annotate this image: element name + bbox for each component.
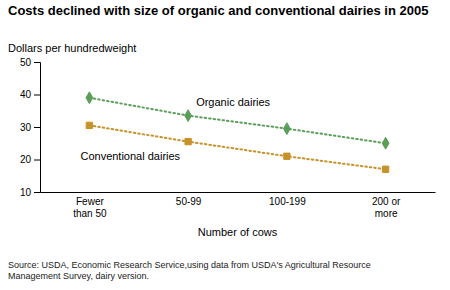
point-marker <box>86 92 93 104</box>
y-tick: 20 <box>20 154 40 165</box>
y-tick: 40 <box>20 89 40 100</box>
x-axis-label: Number of cows <box>198 226 278 238</box>
y-tick-label: 30 <box>20 122 32 133</box>
y-tick-label: 10 <box>20 187 32 198</box>
y-tick-label: 50 <box>20 57 32 68</box>
x-axis: Fewerthan 50 50-99 100-199 200 ormore <box>41 193 436 219</box>
point-marker <box>382 166 388 172</box>
point-marker <box>283 123 290 135</box>
y-axis-line <box>34 63 41 193</box>
title: Costs declined with size of organic and … <box>8 3 428 18</box>
x-tick-label: Fewerthan 50 <box>73 196 107 219</box>
x-tick: 200 ormore <box>372 196 401 219</box>
chart: Costs declined with size of organic and … <box>0 0 450 290</box>
y-tick: 10 <box>20 187 40 198</box>
point-marker <box>86 122 92 128</box>
series-labels: Organic dairies Conventional dairies <box>80 96 270 162</box>
y-axis-label: Dollars per hundredweight <box>8 42 136 54</box>
plot-area: 10 20 30 40 50 Fewerthan 50 50-99 100-199 200 or… <box>20 57 436 219</box>
y-tick-label: 20 <box>20 154 32 165</box>
source: Source: USDA, Economic Research Service,… <box>8 260 371 281</box>
x-axis-line <box>41 192 436 193</box>
y-tick-mark <box>34 160 40 161</box>
y-tick: 50 <box>20 57 40 68</box>
point-marker <box>185 138 191 144</box>
series-label: Organic dairies <box>196 96 270 108</box>
x-tick: 100-199 <box>269 196 306 207</box>
x-tick: Fewerthan 50 <box>73 196 107 219</box>
y-tick-mark <box>34 95 40 96</box>
y-tick-mark <box>34 127 40 128</box>
series-line <box>89 125 385 169</box>
y-tick-mark <box>34 192 40 193</box>
y-tick-label: 40 <box>20 89 32 100</box>
series-label: Conventional dairies <box>80 150 180 162</box>
x-tick-label: 50-99 <box>176 196 202 207</box>
point-marker <box>185 110 192 122</box>
y-axis: 10 20 30 40 50 <box>20 57 41 198</box>
y-tick: 30 <box>20 122 40 133</box>
x-tick: 50-99 <box>176 196 202 207</box>
point-marker <box>284 153 290 159</box>
x-tick-label: 200 ormore <box>372 196 401 219</box>
x-tick-label: 100-199 <box>269 196 306 207</box>
point-marker <box>382 137 389 149</box>
y-tick-mark <box>34 62 40 63</box>
